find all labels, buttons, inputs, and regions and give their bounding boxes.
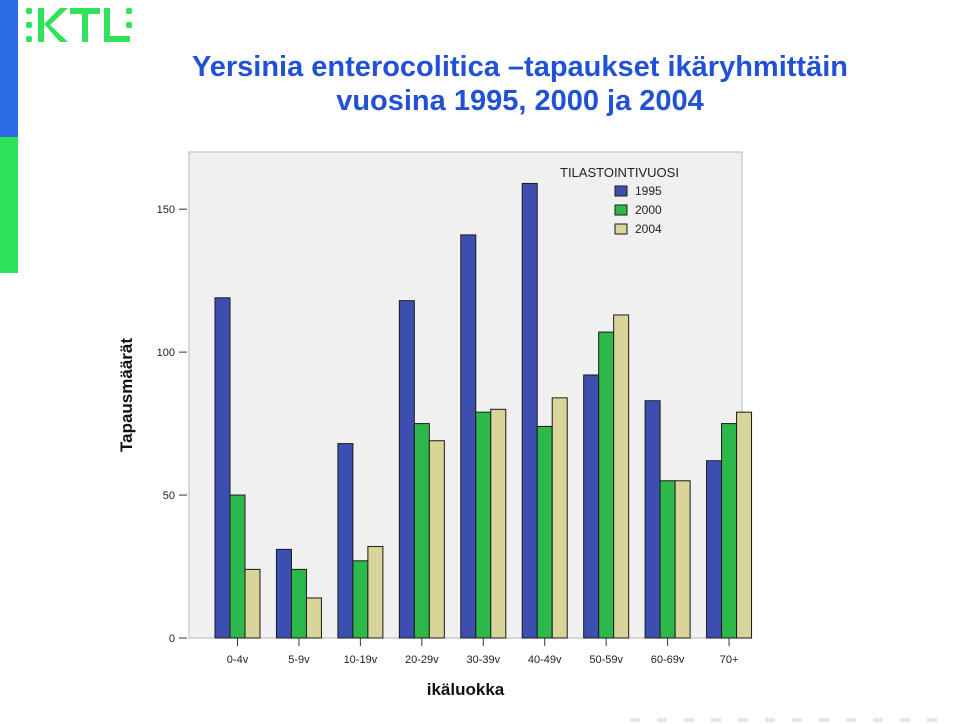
title-line-1: Yersinia enterocolitica –tapaukset ikäry…	[192, 51, 848, 83]
bar-1995-30-39v	[460, 234, 477, 639]
bar-2004-50-59v	[613, 314, 630, 639]
legend-title: TILASTOINTIVUOSI	[560, 165, 679, 180]
bar-1995-0-4v	[214, 297, 231, 639]
bar-2000-30-39v	[475, 411, 492, 639]
bar-1995-20-29v	[398, 300, 415, 639]
footer-dot	[738, 718, 748, 722]
y-tick-label: 0	[169, 633, 175, 645]
footer-dot	[873, 718, 883, 722]
x-tick-label-10-19v: 10-19v	[344, 654, 378, 666]
side-accent-bar-blue	[0, 0, 18, 137]
footer-dot	[900, 718, 910, 722]
bar-1995-70+	[706, 460, 723, 639]
x-tick-label-20-29v: 20-29v	[405, 654, 439, 666]
bar-2004-10-19v	[367, 546, 384, 639]
footer-dot	[657, 718, 667, 722]
bar-1995-40-49v	[521, 182, 538, 639]
ktl-logo	[26, 8, 132, 42]
footer-dot	[684, 718, 694, 722]
bar-2004-40-49v	[551, 397, 568, 639]
x-tick-label-30-39v: 30-39v	[466, 654, 500, 666]
title-line-2: vuosina 1995, 2000 ja 2004	[336, 85, 704, 117]
bar-2000-50-59v	[598, 331, 615, 639]
bar-2000-20-29v	[413, 423, 430, 639]
x-tick-label-40-49v: 40-49v	[528, 654, 562, 666]
y-tick-label: 50	[163, 490, 175, 502]
bar-2004-70+	[736, 411, 753, 639]
bar-2000-40-49v	[536, 425, 553, 639]
bar-2000-5-9v	[290, 568, 307, 639]
bar-2000-0-4v	[229, 494, 246, 639]
footer-dot	[711, 718, 721, 722]
side-accent-bar-green	[0, 137, 18, 273]
footer-dot	[630, 718, 640, 722]
bar-1995-5-9v	[275, 548, 292, 639]
bar-2000-70+	[721, 423, 738, 639]
legend-label-1995: 1995	[635, 184, 662, 198]
x-tick-label-60-69v: 60-69v	[651, 654, 685, 666]
bar-2004-5-9v	[305, 597, 322, 639]
bar-2004-0-4v	[244, 568, 261, 639]
bar-1995-50-59v	[583, 374, 600, 639]
x-tick-label-70+: 70+	[720, 654, 739, 666]
legend-label-2000: 2000	[635, 203, 662, 217]
y-tick-label: 150	[157, 204, 175, 216]
legend-swatch-2004	[614, 223, 628, 235]
page-title: Yersinia enterocolitica –tapaukset ikäry…	[100, 50, 940, 118]
bar-1995-60-69v	[644, 400, 661, 639]
x-tick-label-0-4v: 0-4v	[227, 654, 249, 666]
bar-2004-20-29v	[428, 440, 445, 639]
legend-swatch-2000	[614, 204, 628, 216]
bar-1995-10-19v	[337, 443, 354, 639]
bar-2004-60-69v	[674, 480, 691, 639]
x-tick-label-50-59v: 50-59v	[589, 654, 623, 666]
legend-label-2004: 2004	[635, 222, 662, 236]
x-tick-label-5-9v: 5-9v	[288, 654, 310, 666]
x-axis-label: ikäluokka	[427, 680, 505, 699]
bar-2004-30-39v	[490, 408, 507, 639]
y-axis-label: Tapausmäärät	[117, 338, 136, 452]
footer-dot	[765, 718, 775, 722]
bar-2000-60-69v	[659, 480, 676, 639]
footer-dot	[846, 718, 856, 722]
footer-dot	[792, 718, 802, 722]
bar-2000-10-19v	[352, 560, 369, 639]
footer-dot	[927, 718, 937, 722]
footer-dot	[819, 718, 829, 722]
y-tick-label: 100	[157, 347, 175, 359]
legend-swatch-1995	[614, 185, 628, 197]
